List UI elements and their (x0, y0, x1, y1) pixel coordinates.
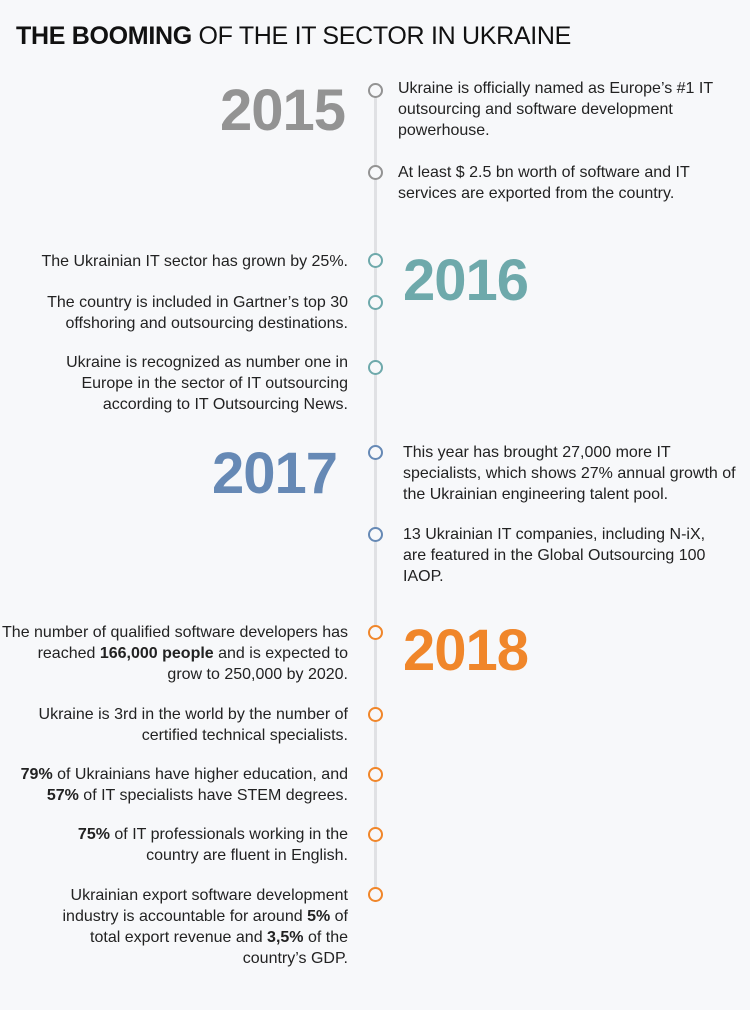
highlight: 3,5% (267, 929, 304, 946)
fact-2018-1: The number of qualified software develop… (0, 622, 348, 685)
text: of the country’s GDP. (242, 929, 348, 967)
text: of total export revenue and (90, 908, 348, 946)
timeline-dot-icon (368, 360, 383, 375)
text: The number of qualified software develop… (2, 624, 348, 662)
timeline-dot-icon (368, 625, 383, 640)
text: and is expected to grow to 250,000 by 20… (167, 645, 348, 683)
fact-2015-2: At least $ 2.5 bn worth of software and … (398, 164, 690, 202)
timeline-line (374, 92, 377, 902)
year-2018: 2018 (403, 618, 529, 683)
fact-2018-2: Ukraine is 3rd in the world by the numbe… (38, 706, 348, 744)
timeline-dot-icon (368, 527, 383, 542)
timeline-dot-icon (368, 445, 383, 460)
timeline-dot-icon (368, 887, 383, 902)
fact-2017-2: 13 Ukrainian IT companies, including N-i… (403, 526, 706, 585)
highlight: 166,000 people (99, 645, 214, 662)
highlight: 5% (307, 908, 331, 925)
fact-2016-2: The country is included in Gartner’s top… (47, 294, 348, 332)
fact-2015-1: Ukraine is officially named as Europe’s … (398, 80, 713, 139)
year-2017: 2017 (212, 441, 338, 506)
timeline-dot-icon (368, 83, 383, 98)
text: Ukrainian export software development in… (62, 887, 348, 925)
highlight: 75% (77, 826, 110, 843)
fact-2017-1: This year has brought 27,000 more IT spe… (403, 444, 736, 503)
timeline-dot-icon (368, 295, 383, 310)
fact-2018-3: 79% of Ukrainians have higher education,… (0, 764, 348, 806)
fact-2018-4: 75% of IT professionals working in the c… (40, 824, 348, 866)
year-2016: 2016 (403, 248, 529, 313)
highlight: 57% (46, 787, 79, 804)
text: of IT specialists have STEM degrees. (78, 787, 348, 804)
timeline-dot-icon (368, 767, 383, 782)
timeline-dot-icon (368, 253, 383, 268)
page-title: THE BOOMING OF THE IT SECTOR IN UKRAINE (16, 22, 571, 51)
highlight: 79% (20, 766, 53, 783)
fact-2016-1: The Ukrainian IT sector has grown by 25%… (41, 253, 348, 270)
title-bold: THE BOOMING (16, 22, 192, 50)
title-rest: OF THE IT SECTOR IN UKRAINE (191, 22, 572, 50)
text: of Ukrainians have higher education, and (52, 766, 348, 783)
timeline-dot-icon (368, 707, 383, 722)
fact-2018-5: Ukrainian export software development in… (40, 885, 348, 969)
fact-2016-3: Ukraine is recognized as number one in E… (66, 354, 348, 413)
text: of IT professionals working in the count… (109, 826, 348, 864)
timeline-dot-icon (368, 827, 383, 842)
year-2015: 2015 (220, 78, 346, 143)
timeline-dot-icon (368, 165, 383, 180)
